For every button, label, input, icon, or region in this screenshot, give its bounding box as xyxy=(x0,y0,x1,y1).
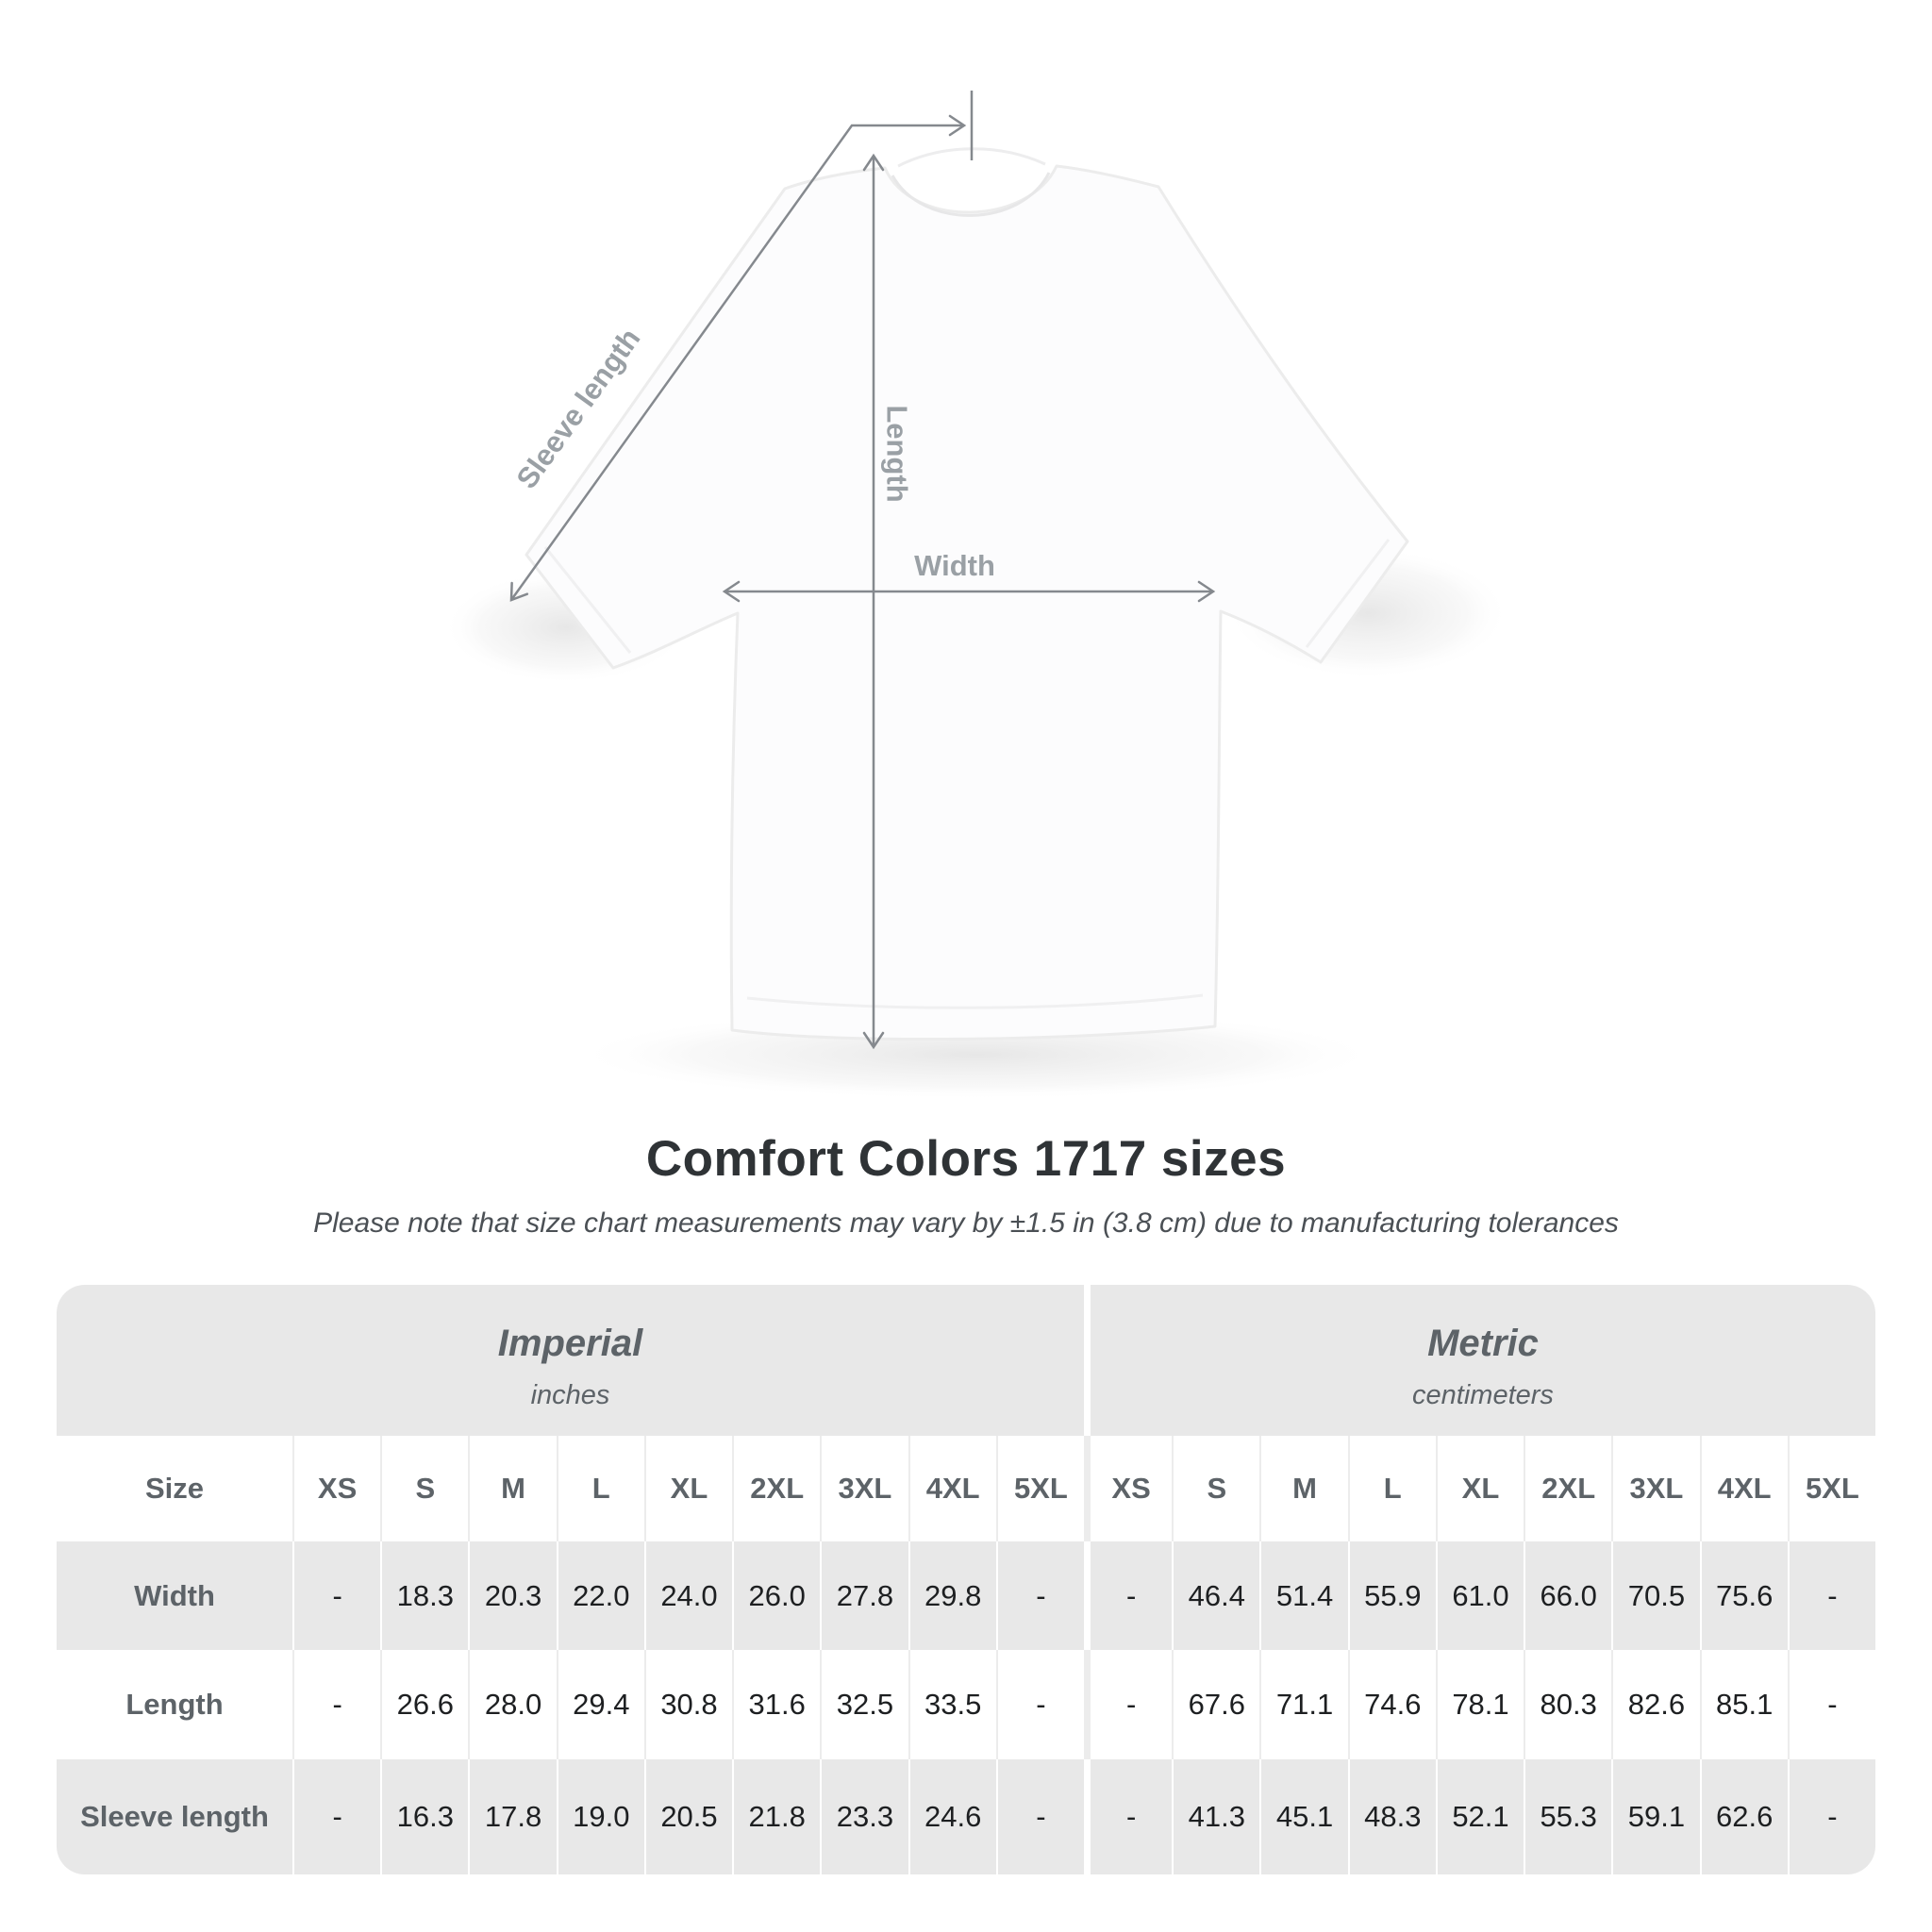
page-title: Comfort Colors 1717 sizes xyxy=(645,1131,1287,1187)
value-cell: 21.8 xyxy=(732,1759,821,1874)
value-cell: - xyxy=(292,1759,381,1874)
value-cell: 26.0 xyxy=(732,1541,821,1650)
value-cell: - xyxy=(1083,1650,1172,1759)
tshirt-diagram: Sleeve length Length Width xyxy=(443,91,1509,1100)
value-cell: 85.1 xyxy=(1699,1650,1788,1759)
size-col-header: XS xyxy=(1083,1436,1172,1541)
value-cell: 24.6 xyxy=(908,1759,996,1874)
size-col-header: XL xyxy=(643,1436,732,1541)
value-cell: 59.1 xyxy=(1611,1759,1700,1874)
size-col-header: S xyxy=(1172,1436,1259,1541)
value-cell: 29.4 xyxy=(556,1650,644,1759)
value-cell: 20.5 xyxy=(643,1759,733,1874)
size-col-header: 2XL xyxy=(732,1436,820,1541)
value-cell: - xyxy=(995,1650,1084,1759)
value-cell: - xyxy=(995,1541,1084,1650)
size-col-header: S xyxy=(380,1436,468,1541)
value-cell: 70.5 xyxy=(1611,1541,1700,1650)
size-col-header: L xyxy=(556,1436,644,1541)
value-cell: - xyxy=(1787,1650,1875,1759)
value-cell: 46.4 xyxy=(1172,1541,1260,1650)
tolerance-note: Please note that size chart measurements… xyxy=(313,1208,1619,1239)
unit-label-metric: Metric xyxy=(1427,1323,1539,1364)
value-cell: 67.6 xyxy=(1172,1650,1259,1759)
value-cell: 28.0 xyxy=(468,1650,556,1759)
row-label-length: Length xyxy=(125,1688,224,1721)
value-cell: 61.0 xyxy=(1435,1541,1524,1650)
value-cell: - xyxy=(1083,1541,1173,1650)
size-col-header: XL xyxy=(1435,1436,1524,1541)
value-cell: 19.0 xyxy=(556,1759,644,1874)
unit-header-metric: Metric centimeters xyxy=(1083,1285,1875,1436)
value-cell: 16.3 xyxy=(380,1759,469,1874)
value-cell: 82.6 xyxy=(1611,1650,1699,1759)
size-col-header: XS xyxy=(292,1436,380,1541)
row-label-sleeve-length: Sleeve length xyxy=(57,1759,292,1874)
value-cell: 71.1 xyxy=(1259,1650,1347,1759)
value-cell: - xyxy=(1787,1541,1875,1650)
value-cell: 33.5 xyxy=(908,1650,996,1759)
value-cell: 26.6 xyxy=(380,1650,468,1759)
value-cell: 29.8 xyxy=(908,1541,996,1650)
size-col-header: 4XL xyxy=(908,1436,996,1541)
value-cell: 32.5 xyxy=(820,1650,908,1759)
unit-header-imperial: Imperial inches xyxy=(57,1285,1084,1436)
value-cell: 52.1 xyxy=(1435,1759,1524,1874)
size-col-header: 2XL xyxy=(1524,1436,1611,1541)
value-cell: 78.1 xyxy=(1435,1650,1524,1759)
value-cell: 20.3 xyxy=(468,1541,557,1650)
value-cell: - xyxy=(995,1759,1084,1874)
value-cell: - xyxy=(292,1650,380,1759)
size-corner-header: Size xyxy=(144,1472,205,1505)
size-col-header: M xyxy=(1259,1436,1347,1541)
value-cell: 74.6 xyxy=(1347,1650,1436,1759)
length-label: Length xyxy=(881,405,914,502)
size-col-header: L xyxy=(1347,1436,1436,1541)
unit-label-imperial: Imperial xyxy=(497,1323,643,1364)
value-cell: 18.3 xyxy=(380,1541,469,1650)
size-col-header: 5XL xyxy=(995,1436,1084,1541)
value-cell: 55.9 xyxy=(1347,1541,1436,1650)
sleeve-length-arrow xyxy=(509,114,967,602)
value-cell: 30.8 xyxy=(643,1650,732,1759)
value-cell: - xyxy=(1787,1759,1875,1874)
size-col-header: 5XL xyxy=(1787,1436,1875,1541)
value-cell: 17.8 xyxy=(468,1759,557,1874)
value-cell: 55.3 xyxy=(1524,1759,1612,1874)
value-cell: 22.0 xyxy=(556,1541,644,1650)
size-table: Imperial inches Metric centimeters Size … xyxy=(57,1285,1875,1874)
right-cuff-seam xyxy=(1305,539,1391,648)
value-cell: 27.8 xyxy=(820,1541,908,1650)
value-cell: 41.3 xyxy=(1172,1759,1260,1874)
width-label: Width xyxy=(914,549,995,582)
size-col-header: 3XL xyxy=(820,1436,908,1541)
value-cell: 66.0 xyxy=(1524,1541,1612,1650)
size-col-header: 4XL xyxy=(1699,1436,1788,1541)
value-cell: 31.6 xyxy=(732,1650,820,1759)
hem-seam xyxy=(746,993,1204,1009)
value-cell: 75.6 xyxy=(1699,1541,1788,1650)
value-cell: 24.0 xyxy=(643,1541,733,1650)
unit-sublabel-imperial: inches xyxy=(530,1380,610,1410)
unit-sublabel-metric: centimeters xyxy=(1412,1380,1554,1410)
size-col-header: M xyxy=(468,1436,556,1541)
tshirt-outline xyxy=(525,164,1409,1041)
value-cell: - xyxy=(1083,1759,1173,1874)
value-cell: 45.1 xyxy=(1259,1759,1348,1874)
row-label-width: Width xyxy=(57,1541,292,1650)
value-cell: 51.4 xyxy=(1259,1541,1348,1650)
size-col-header: 3XL xyxy=(1611,1436,1699,1541)
value-cell: 23.3 xyxy=(820,1759,908,1874)
value-cell: 62.6 xyxy=(1699,1759,1788,1874)
value-cell: 48.3 xyxy=(1347,1759,1436,1874)
value-cell: 80.3 xyxy=(1524,1650,1611,1759)
value-cell: - xyxy=(292,1541,381,1650)
